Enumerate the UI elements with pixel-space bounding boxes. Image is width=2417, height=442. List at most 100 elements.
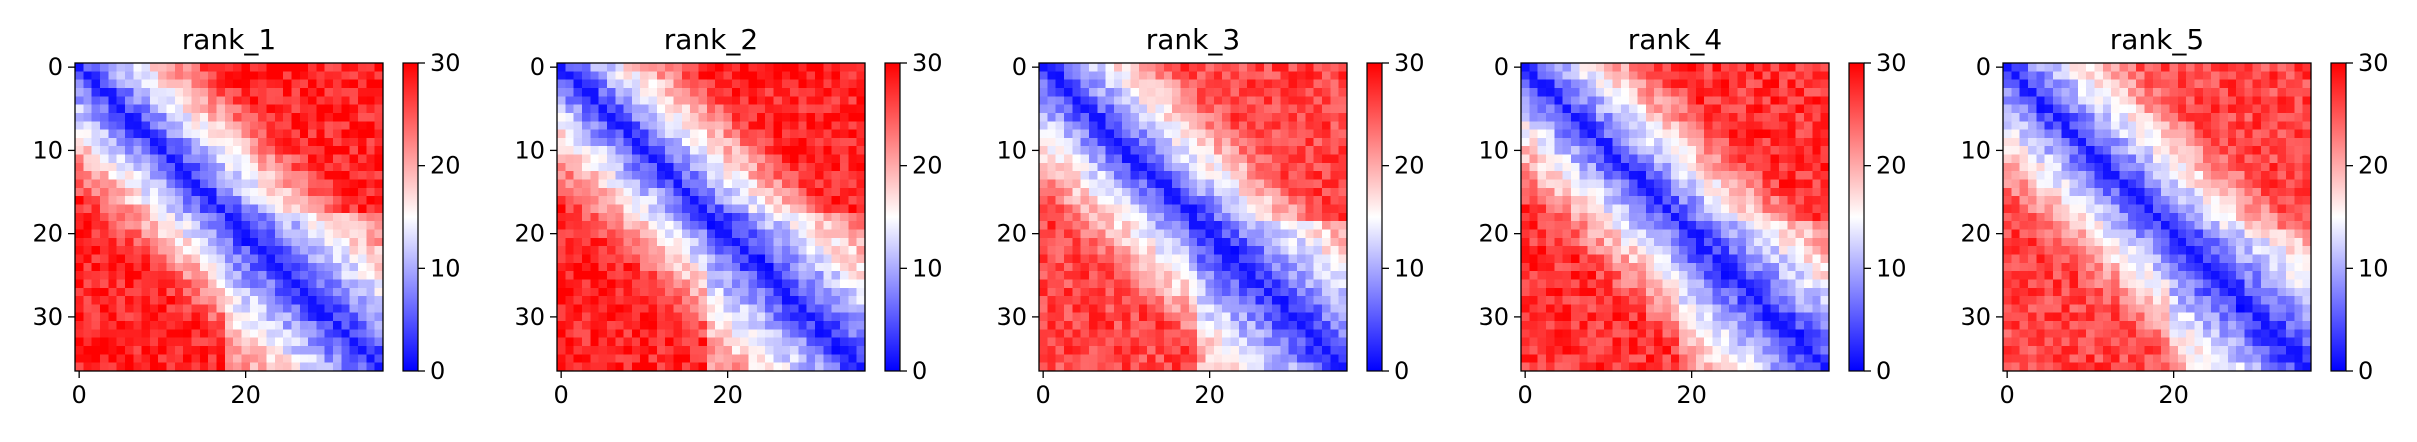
heatmap-cell	[75, 338, 84, 347]
heatmap-cell	[1239, 329, 1248, 338]
heatmap-cell	[1596, 180, 1605, 189]
heatmap-cell	[765, 254, 774, 263]
heatmap-cell	[624, 205, 633, 214]
heatmap-cell	[250, 354, 259, 363]
heatmap-cell	[167, 105, 176, 114]
heatmap-cell	[1596, 155, 1605, 164]
heatmap-cell	[250, 246, 259, 255]
heatmap-cell	[266, 180, 275, 189]
heatmap-cell	[782, 238, 791, 247]
heatmap-cell	[707, 146, 716, 155]
heatmap-cell	[308, 80, 317, 89]
heatmap-cell	[1147, 163, 1156, 172]
heatmap-cell	[117, 171, 126, 180]
heatmap-cell	[208, 363, 217, 372]
heatmap-cell	[1247, 205, 1256, 214]
heatmap-cell	[1314, 346, 1323, 355]
heatmap-cell	[582, 313, 591, 322]
heatmap-cell	[1131, 63, 1140, 72]
heatmap-cell	[615, 321, 624, 330]
heatmap-cell	[690, 221, 699, 230]
heatmap-cell	[1663, 229, 1672, 238]
heatmap-cell	[582, 163, 591, 172]
heatmap-cell	[1064, 96, 1073, 105]
y-tick-label: 10	[514, 136, 545, 164]
heatmap-cell	[1239, 180, 1248, 189]
heatmap-cell	[1663, 171, 1672, 180]
heatmap-cell	[590, 180, 599, 189]
heatmap-cell	[350, 238, 359, 247]
heatmap-cell	[1737, 171, 1746, 180]
heatmap-cell	[1330, 121, 1339, 130]
heatmap-cell	[75, 329, 84, 338]
heatmap-cell	[657, 105, 666, 114]
heatmap-cell	[790, 271, 799, 280]
heatmap-cell	[1529, 80, 1538, 89]
heatmap-cell	[1164, 263, 1173, 272]
heatmap-cell	[250, 296, 259, 305]
heatmap-cell	[200, 105, 209, 114]
heatmap-cell	[108, 221, 117, 230]
heatmap-cell	[773, 321, 782, 330]
heatmap-cell	[308, 163, 317, 172]
heatmap-cell	[624, 346, 633, 355]
heatmap-cell	[1704, 238, 1713, 247]
heatmap-cell	[1629, 138, 1638, 147]
heatmap-cell	[158, 155, 167, 164]
heatmap-cell	[857, 146, 866, 155]
heatmap-cell	[557, 155, 566, 164]
heatmap-cell	[765, 229, 774, 238]
colorbar-tick-label: 20	[912, 152, 943, 180]
heatmap-cell	[1289, 321, 1298, 330]
heatmap-cell	[607, 180, 616, 189]
heatmap-cell	[291, 288, 300, 297]
heatmap-cell	[1704, 146, 1713, 155]
heatmap-cell	[1047, 338, 1056, 347]
heatmap-cell	[75, 229, 84, 238]
heatmap-cell	[740, 146, 749, 155]
heatmap-cell	[266, 188, 275, 197]
heatmap-cell	[225, 354, 234, 363]
heatmap-cell	[108, 229, 117, 238]
heatmap-cell	[1629, 155, 1638, 164]
heatmap-cell	[175, 113, 184, 122]
heatmap-cell	[715, 229, 724, 238]
heatmap-cell	[682, 88, 691, 97]
heatmap-cell	[1821, 146, 1830, 155]
heatmap-cell	[1064, 205, 1073, 214]
heatmap-cell	[582, 246, 591, 255]
heatmap-cell	[599, 88, 608, 97]
heatmap-cell	[565, 96, 574, 105]
heatmap-cell	[807, 196, 816, 205]
heatmap-cell	[1255, 263, 1264, 272]
heatmap-cell	[150, 346, 159, 355]
heatmap-cell	[1721, 196, 1730, 205]
heatmap-cell	[325, 113, 334, 122]
heatmap-cell	[1106, 146, 1115, 155]
heatmap-cell	[1529, 205, 1538, 214]
heatmap-cell	[574, 254, 583, 263]
heatmap-cell	[1779, 213, 1788, 222]
heatmap-cell	[765, 238, 774, 247]
heatmap-cell	[682, 354, 691, 363]
heatmap-cell	[624, 196, 633, 205]
heatmap-cell	[657, 196, 666, 205]
heatmap-cell	[1064, 288, 1073, 297]
heatmap-cell	[92, 71, 101, 80]
heatmap-cell	[1289, 313, 1298, 322]
heatmap-cell	[300, 155, 309, 164]
heatmap-cell	[1056, 329, 1065, 338]
heatmap-cell	[1114, 163, 1123, 172]
heatmap-cell	[250, 205, 259, 214]
heatmap-cell	[275, 163, 284, 172]
heatmap-cell	[1147, 188, 1156, 197]
heatmap-cell	[607, 271, 616, 280]
heatmap-cell	[241, 146, 250, 155]
heatmap-cell	[1322, 180, 1331, 189]
heatmap-cell	[333, 279, 342, 288]
heatmap-cell	[740, 229, 749, 238]
heatmap-cell	[632, 188, 641, 197]
heatmap-cell	[1305, 296, 1314, 305]
heatmap-cell	[366, 63, 375, 72]
heatmap-cell	[200, 254, 209, 263]
